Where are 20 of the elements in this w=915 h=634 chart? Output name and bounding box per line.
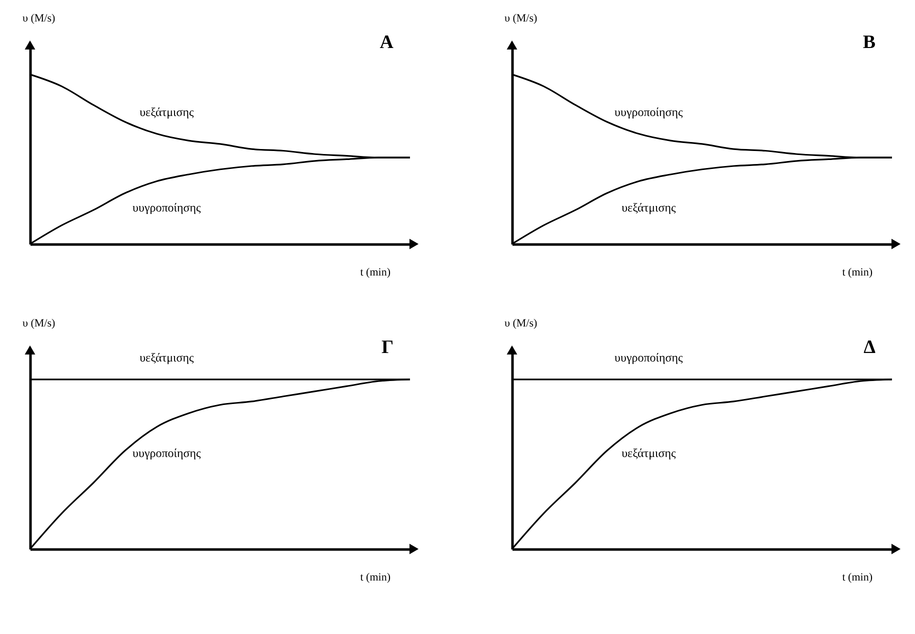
y-axis-title: υ (M/s) <box>22 12 56 24</box>
y-axis-title: υ (M/s) <box>504 12 538 24</box>
series-label: υεξάτμισης <box>622 200 676 214</box>
chart-title: A <box>380 32 394 53</box>
y-axis-title: υ (M/s) <box>504 318 538 330</box>
x-axis-title: t (min) <box>842 572 873 584</box>
series-label: υυγροποίησης <box>614 350 684 364</box>
x-axis-title: t (min) <box>360 572 391 584</box>
chart-title: B <box>862 32 876 53</box>
y-axis-title: υ (M/s) <box>22 318 56 330</box>
series-label: υυγροποίησης <box>614 104 684 119</box>
series-label: υυγροποίησης <box>132 200 202 214</box>
x-axis-title: t (min) <box>360 266 391 278</box>
chart-title: Γ <box>381 337 394 358</box>
series-label: υεξάτμισης <box>622 446 676 460</box>
x-axis-title: t (min) <box>842 266 873 278</box>
chart-title: Δ <box>864 337 876 358</box>
series-label: υεξάτμισης <box>140 350 194 364</box>
series-label: υυγροποίησης <box>132 446 202 460</box>
series-label: υεξάτμισης <box>140 104 194 119</box>
